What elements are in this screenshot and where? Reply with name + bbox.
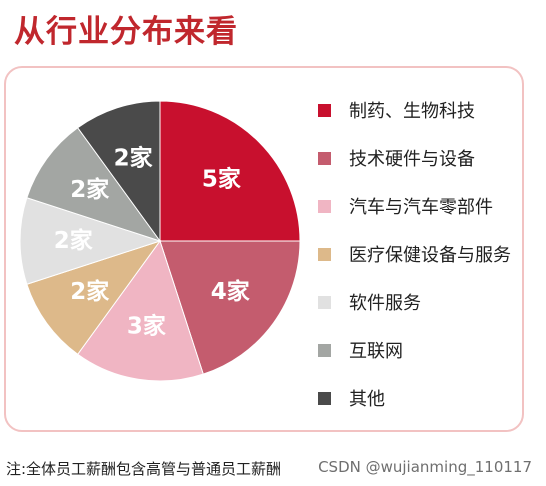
legend-label: 制药、生物科技 xyxy=(349,101,475,122)
legend-item: 制药、生物科技 xyxy=(318,86,511,134)
legend-item: 互联网 xyxy=(318,326,511,374)
slice-value-label: 3家 xyxy=(127,313,166,340)
pie-slice xyxy=(19,197,162,285)
legend-swatch xyxy=(318,103,331,117)
legend-item: 汽车与汽车零部件 xyxy=(318,182,511,230)
legend-swatch xyxy=(318,247,331,261)
legend-label: 技术硬件与设备 xyxy=(349,149,475,170)
slice-value-label: 2家 xyxy=(114,144,153,171)
pie-slice xyxy=(26,240,162,355)
legend-label: 软件服务 xyxy=(349,293,421,314)
slice-value-label: 2家 xyxy=(70,278,109,305)
legend-item: 其他 xyxy=(318,374,511,422)
slice-value-label: 2家 xyxy=(70,176,109,203)
pie-slice xyxy=(26,127,162,242)
legend-swatch xyxy=(318,199,331,213)
legend-swatch xyxy=(318,151,331,165)
legend-item: 软件服务 xyxy=(318,278,511,326)
footnote: 注:全体员工薪酬包含高管与普通员工薪酬 xyxy=(6,460,282,478)
legend-item: 技术硬件与设备 xyxy=(318,134,511,182)
pie-slice xyxy=(77,100,161,243)
legend-label: 其他 xyxy=(349,389,385,410)
slice-value-label: 4家 xyxy=(211,278,250,305)
slice-value-label: 5家 xyxy=(202,166,241,193)
legend-label: 互联网 xyxy=(349,341,403,362)
legend-item: 医疗保健设备与服务 xyxy=(318,230,511,278)
chart-title: 从行业分布来看 xyxy=(14,14,238,50)
watermark-text: CSDN @wujianming_110117 xyxy=(318,458,532,476)
legend-swatch xyxy=(318,343,331,357)
slice-value-label: 2家 xyxy=(54,227,93,254)
legend-label: 医疗保健设备与服务 xyxy=(349,245,511,266)
pie-slice xyxy=(159,100,301,242)
pie-slice xyxy=(77,239,204,382)
legend-swatch xyxy=(318,295,331,309)
pie-slice xyxy=(159,240,301,375)
legend-label: 汽车与汽车零部件 xyxy=(349,197,493,218)
legend-swatch xyxy=(318,391,331,405)
legend: 制药、生物科技 技术硬件与设备 汽车与汽车零部件 医疗保健设备与服务 软件服务 … xyxy=(318,86,511,422)
